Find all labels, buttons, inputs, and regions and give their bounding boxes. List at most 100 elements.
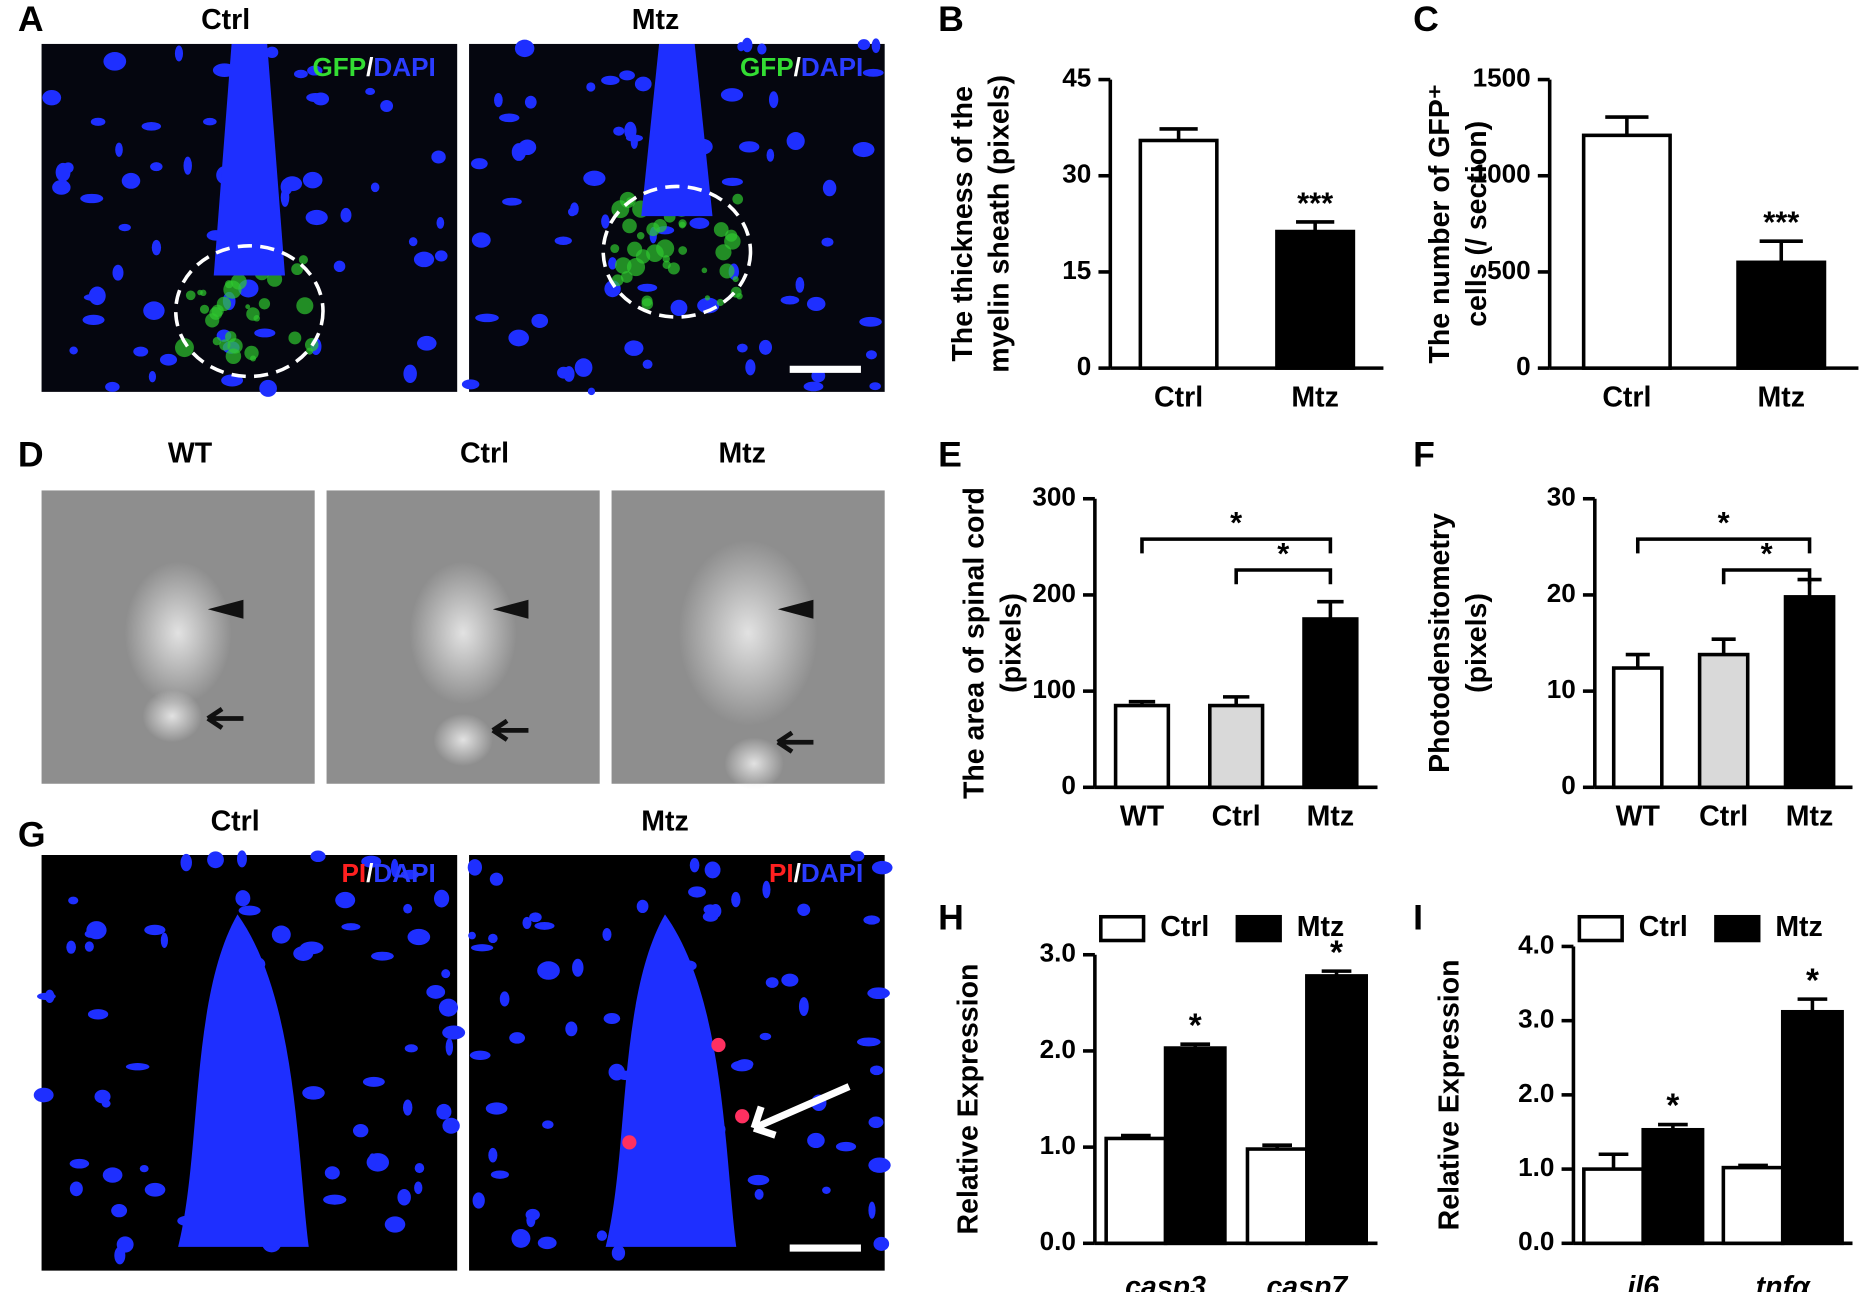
nucleus <box>111 1204 128 1218</box>
nucleus <box>524 95 537 109</box>
bar <box>1302 617 1359 790</box>
gfp-signal <box>704 295 711 301</box>
x-tick-label: casp3 <box>1125 1271 1206 1292</box>
nucleus <box>873 1236 890 1251</box>
nucleus <box>596 1230 608 1241</box>
nucleus <box>370 182 380 193</box>
nucleus <box>436 217 445 229</box>
nucleus <box>468 931 476 940</box>
nucleus <box>572 958 584 977</box>
nucleus <box>361 855 382 868</box>
nucleus <box>438 998 458 1017</box>
nucleus <box>531 313 549 328</box>
nucleus <box>781 973 799 987</box>
nucleus <box>470 158 488 170</box>
nucleus <box>207 851 224 869</box>
nucleus <box>806 296 826 312</box>
nucleus <box>302 1086 325 1100</box>
stain-part: PI <box>769 858 794 888</box>
y-axis-label: Relative Expression <box>1434 959 1466 1230</box>
stain-part: GFP <box>740 52 794 82</box>
nucleus <box>333 260 346 273</box>
nucleus-column <box>641 43 713 217</box>
y-tick-label: 0 <box>1561 770 1576 800</box>
cord <box>409 561 517 705</box>
y-tick-label: 20 <box>1547 578 1576 608</box>
nucleus <box>368 1153 377 1169</box>
x-tick-label: Mtz <box>1291 382 1338 414</box>
stain-part: PI <box>341 858 366 888</box>
nucleus <box>471 232 491 248</box>
bar <box>1245 1147 1309 1246</box>
stain-label: PI/DAPI <box>769 858 863 888</box>
nucleus <box>636 899 649 914</box>
gfp-signal <box>715 244 732 261</box>
nucleus <box>601 75 620 86</box>
nucleus <box>174 45 184 62</box>
nucleus <box>144 1182 166 1197</box>
nucleus <box>55 162 71 182</box>
nucleus <box>431 150 446 164</box>
stain-part: / <box>366 52 373 82</box>
nucleus <box>689 858 700 873</box>
image-title: Mtz <box>718 437 765 469</box>
image-title: WT <box>168 437 213 469</box>
gfp-signal <box>174 338 194 358</box>
nucleus <box>434 250 448 262</box>
significance: * <box>1718 505 1730 540</box>
nucleus <box>413 251 435 268</box>
y-tick-label: 3.0 <box>1040 938 1076 968</box>
nucleus <box>603 1012 621 1025</box>
nucleus <box>280 187 290 207</box>
gfp-signal <box>219 339 231 351</box>
nucleus <box>467 859 483 876</box>
legend-swatch <box>1099 914 1146 943</box>
y-tick-label: 2.0 <box>1040 1034 1076 1064</box>
y-tick-label: 45 <box>1062 62 1091 92</box>
nucleus <box>235 890 251 907</box>
legend-label: Mtz <box>1775 911 1822 943</box>
gfp-signal <box>205 313 220 328</box>
y-axis-label: The thickness of the <box>947 86 979 362</box>
nucleus <box>586 82 596 92</box>
y-axis-label: myelin sheath (pixels) <box>984 75 1016 373</box>
nucleus <box>859 316 882 327</box>
nucleus <box>414 1181 423 1195</box>
gfp-signal <box>732 276 739 283</box>
stain-part: / <box>366 858 373 888</box>
gfp-signal <box>212 336 222 346</box>
y-tick-label: 500 <box>1487 255 1531 285</box>
nucleus <box>703 904 717 915</box>
bar <box>1113 703 1171 790</box>
nucleus <box>116 1236 134 1253</box>
nucleus <box>426 985 446 999</box>
nucleus <box>736 1059 754 1070</box>
nucleus <box>626 134 643 142</box>
nucleus <box>84 941 94 952</box>
nucleus <box>511 1229 531 1248</box>
gfp-signal <box>200 289 207 297</box>
nucleus <box>871 38 881 54</box>
gfp-signal <box>288 331 302 345</box>
nucleus <box>587 387 596 396</box>
nucleus <box>739 141 760 153</box>
nucleus <box>688 886 706 898</box>
nucleus <box>414 1163 425 1174</box>
nucleus <box>472 1192 485 1209</box>
gfp-signal <box>732 193 744 205</box>
gfp-signal <box>211 304 224 317</box>
nucleus <box>402 1099 413 1116</box>
nucleus <box>271 925 291 944</box>
micrograph <box>461 37 885 396</box>
gfp-signal <box>225 348 242 365</box>
nucleus <box>82 314 105 326</box>
nucleus <box>736 343 748 353</box>
y-tick-label: 300 <box>1032 482 1076 512</box>
nucleus <box>237 850 247 868</box>
y-axis-label: (pixels) <box>995 593 1027 693</box>
y-tick-label: 0.0 <box>1040 1226 1076 1256</box>
nucleus <box>780 295 800 305</box>
arrowhead <box>207 599 244 619</box>
nucleus <box>461 379 480 390</box>
nucleus <box>221 374 244 387</box>
